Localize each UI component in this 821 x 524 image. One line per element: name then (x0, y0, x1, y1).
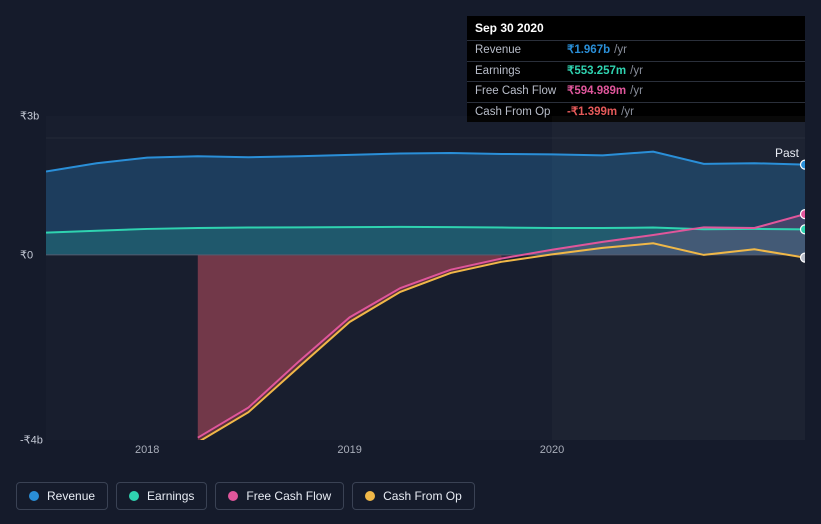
tooltip-label: Revenue (475, 45, 567, 57)
legend-label: Free Cash Flow (246, 489, 331, 503)
tooltip-value: ₹553.257m (567, 66, 626, 78)
tooltip-unit: /yr (614, 45, 627, 57)
tooltip-date: Sep 30 2020 (467, 16, 805, 40)
tooltip-row: Revenue₹1.967b/yr (467, 40, 805, 61)
y-tick-label: ₹0 (20, 248, 33, 261)
tooltip-unit: /yr (630, 66, 643, 78)
chart-tooltip: Sep 30 2020 Revenue₹1.967b/yrEarnings₹55… (467, 16, 805, 122)
legend-label: Cash From Op (383, 489, 462, 503)
financials-chart[interactable]: ₹3b₹0-₹4b Past (16, 116, 805, 440)
chart-canvas (46, 116, 805, 440)
x-tick-label: 2018 (135, 444, 159, 456)
tooltip-row: Free Cash Flow₹594.989m/yr (467, 81, 805, 102)
x-tick-label: 2019 (337, 444, 361, 456)
legend-item-earnings[interactable]: Earnings (116, 482, 207, 510)
legend-label: Revenue (47, 489, 95, 503)
x-tick-label: 2020 (540, 444, 564, 456)
tooltip-value: ₹594.989m (567, 86, 626, 98)
legend-dot-icon (365, 491, 375, 501)
tooltip-row: Earnings₹553.257m/yr (467, 61, 805, 82)
legend-dot-icon (129, 491, 139, 501)
chart-legend: Revenue Earnings Free Cash Flow Cash From O… (16, 482, 475, 510)
legend-dot-icon (29, 491, 39, 501)
legend-item-cash-from-op[interactable]: Cash From Op (352, 482, 475, 510)
tooltip-unit: /yr (630, 86, 643, 98)
legend-item-revenue[interactable]: Revenue (16, 482, 108, 510)
legend-item-free-cash-flow[interactable]: Free Cash Flow (215, 482, 344, 510)
tooltip-label: Earnings (475, 66, 567, 78)
tooltip-value: ₹1.967b (567, 45, 610, 57)
y-tick-label: ₹3b (20, 110, 39, 123)
tooltip-label: Free Cash Flow (475, 86, 567, 98)
legend-dot-icon (228, 491, 238, 501)
x-axis: 2018 2019 2020 (16, 444, 805, 464)
legend-label: Earnings (147, 489, 194, 503)
